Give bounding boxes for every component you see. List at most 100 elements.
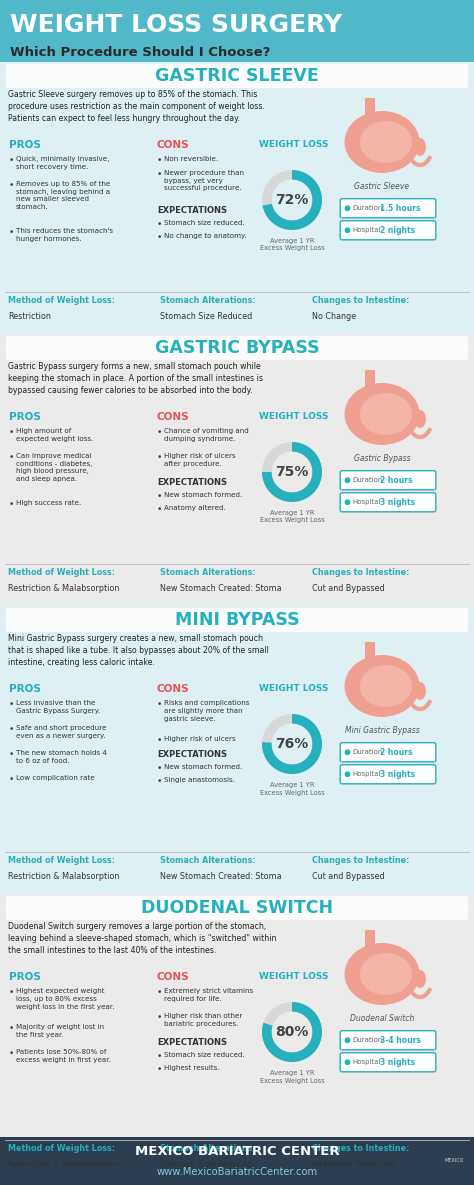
Text: Extremely strict vitamins
required for life.: Extremely strict vitamins required for l… [164, 988, 253, 1001]
Text: 72%: 72% [275, 193, 309, 207]
Text: •: • [9, 500, 14, 510]
Ellipse shape [414, 683, 426, 700]
Text: MINI BYPASS: MINI BYPASS [175, 611, 299, 629]
Text: Gastric Bypass: Gastric Bypass [354, 454, 410, 463]
FancyBboxPatch shape [340, 1031, 436, 1050]
Ellipse shape [414, 410, 426, 428]
Text: •: • [9, 156, 14, 165]
Text: GASTRIC BYPASS: GASTRIC BYPASS [155, 339, 319, 357]
Text: Hospital: Hospital [352, 228, 381, 233]
Text: WEIGHT LOSS: WEIGHT LOSS [259, 684, 329, 693]
Text: 3 nights: 3 nights [380, 770, 415, 779]
Text: Low complication rate: Low complication rate [16, 775, 95, 781]
Circle shape [345, 228, 350, 232]
Text: www.MexicoBariatricCenter.com: www.MexicoBariatricCenter.com [156, 1166, 318, 1177]
Text: The new stomach holds 4
to 6 oz of food.: The new stomach holds 4 to 6 oz of food. [16, 750, 107, 764]
FancyBboxPatch shape [340, 764, 436, 783]
Text: MEXICO: MEXICO [445, 1159, 464, 1164]
FancyBboxPatch shape [340, 199, 436, 218]
Text: Removes up to 85% of the
stomach, leaving behind a
new smaller sleeved
stomach.: Removes up to 85% of the stomach, leavin… [16, 181, 110, 210]
FancyBboxPatch shape [340, 743, 436, 762]
Text: •: • [9, 453, 14, 462]
Text: Chance of vomiting and
dumping syndrome.: Chance of vomiting and dumping syndrome. [164, 428, 249, 442]
Text: Quick, minimally invasive,
short recovery time.: Quick, minimally invasive, short recover… [16, 156, 109, 169]
Text: 75%: 75% [275, 465, 309, 479]
Ellipse shape [414, 137, 426, 156]
Circle shape [345, 750, 350, 755]
Text: •: • [157, 505, 163, 514]
Bar [0, 606, 474, 893]
Text: Average 1 YR
Excess Weight Loss: Average 1 YR Excess Weight Loss [260, 782, 324, 795]
Wedge shape [263, 169, 322, 230]
FancyBboxPatch shape [365, 930, 375, 950]
FancyBboxPatch shape [6, 608, 468, 632]
Text: •: • [157, 1065, 163, 1074]
Circle shape [345, 1061, 350, 1064]
Text: EXPECTATIONS: EXPECTATIONS [157, 206, 227, 214]
Text: Changes to Intestine:: Changes to Intestine: [312, 1144, 410, 1153]
FancyBboxPatch shape [365, 642, 375, 662]
Text: Stomach size reduced.: Stomach size reduced. [164, 1052, 245, 1058]
Text: This reduces the stomach's
hunger hormones.: This reduces the stomach's hunger hormon… [16, 228, 113, 242]
Text: Stomach Size Reduced: Stomach Size Reduced [160, 1160, 252, 1168]
Bar [0, 62, 474, 334]
Text: Stomach Size Reduced: Stomach Size Reduced [160, 312, 252, 321]
Wedge shape [262, 715, 322, 774]
Text: 80%: 80% [275, 1025, 309, 1039]
Text: •: • [157, 428, 163, 437]
Text: Mini Gastric Bypass surgery creates a new, small stomach pouch
that is shaped li: Mini Gastric Bypass surgery creates a ne… [8, 634, 269, 667]
Text: PROS: PROS [9, 140, 41, 150]
Text: Hospital: Hospital [352, 499, 381, 505]
FancyBboxPatch shape [365, 98, 375, 118]
FancyBboxPatch shape [6, 64, 468, 88]
Text: Anatomy altered.: Anatomy altered. [164, 505, 226, 511]
Text: 2 nights: 2 nights [380, 226, 415, 235]
Text: •: • [9, 700, 14, 709]
Text: DUODENAL SWITCH: DUODENAL SWITCH [141, 899, 333, 917]
Text: WEIGHT LOSS: WEIGHT LOSS [259, 412, 329, 421]
Text: New Stomach Created: Stoma: New Stomach Created: Stoma [160, 872, 282, 880]
Text: Restriction & Malabsorption: Restriction & Malabsorption [8, 1160, 119, 1168]
FancyBboxPatch shape [6, 337, 468, 360]
Text: •: • [9, 725, 14, 734]
Text: WEIGHT LOSS SURGERY: WEIGHT LOSS SURGERY [10, 13, 342, 37]
Text: 2 hours: 2 hours [380, 475, 412, 485]
Text: •: • [9, 988, 14, 997]
Text: Safe and short procedure
even as a newer surgery.: Safe and short procedure even as a newer… [16, 725, 107, 738]
Ellipse shape [360, 665, 412, 707]
Ellipse shape [345, 655, 419, 717]
Text: •: • [9, 1049, 14, 1058]
Text: •: • [157, 736, 163, 745]
Text: •: • [157, 700, 163, 709]
Text: Highest expected weight
loss, up to 80% excess
weight loss in the first year.: Highest expected weight loss, up to 80% … [16, 988, 115, 1010]
Text: 3-4 hours: 3-4 hours [380, 1036, 421, 1045]
Text: Duration: Duration [352, 1037, 383, 1043]
Text: 3 nights: 3 nights [380, 1058, 415, 1066]
Text: PROS: PROS [9, 684, 41, 694]
Text: No Change: No Change [312, 312, 356, 321]
Circle shape [345, 478, 350, 482]
Text: Stomach Alterations:: Stomach Alterations: [160, 1144, 255, 1153]
Text: Duration: Duration [352, 205, 383, 211]
Text: •: • [9, 181, 14, 190]
Text: Mini Gastric Bypass: Mini Gastric Bypass [345, 726, 419, 735]
Wedge shape [262, 442, 322, 502]
Text: Average 1 YR
Excess Weight Loss: Average 1 YR Excess Weight Loss [260, 238, 324, 251]
Text: Can improve medical
conditions - diabetes,
high blood pressure,
and sleep apnea.: Can improve medical conditions - diabete… [16, 453, 92, 482]
Text: •: • [157, 220, 163, 229]
Text: EXPECTATIONS: EXPECTATIONS [157, 750, 227, 760]
Text: CONS: CONS [157, 412, 189, 422]
Circle shape [345, 1038, 350, 1043]
Text: CONS: CONS [157, 140, 189, 150]
Text: Single anastomosis.: Single anastomosis. [164, 777, 235, 783]
Bar [0, 1136, 474, 1185]
Text: •: • [9, 775, 14, 784]
Text: Method of Weight Loss:: Method of Weight Loss: [8, 296, 115, 305]
Text: •: • [157, 777, 163, 786]
Text: 2 hours: 2 hours [380, 748, 412, 757]
Text: Gastric Sleeve surgery removes up to 85% of the stomach. This
procedure uses res: Gastric Sleeve surgery removes up to 85%… [8, 90, 265, 123]
Text: EXPECTATIONS: EXPECTATIONS [157, 1038, 227, 1048]
Ellipse shape [345, 943, 419, 1005]
Text: •: • [157, 169, 163, 179]
Text: Intestines "Switched": Intestines "Switched" [312, 1160, 397, 1168]
